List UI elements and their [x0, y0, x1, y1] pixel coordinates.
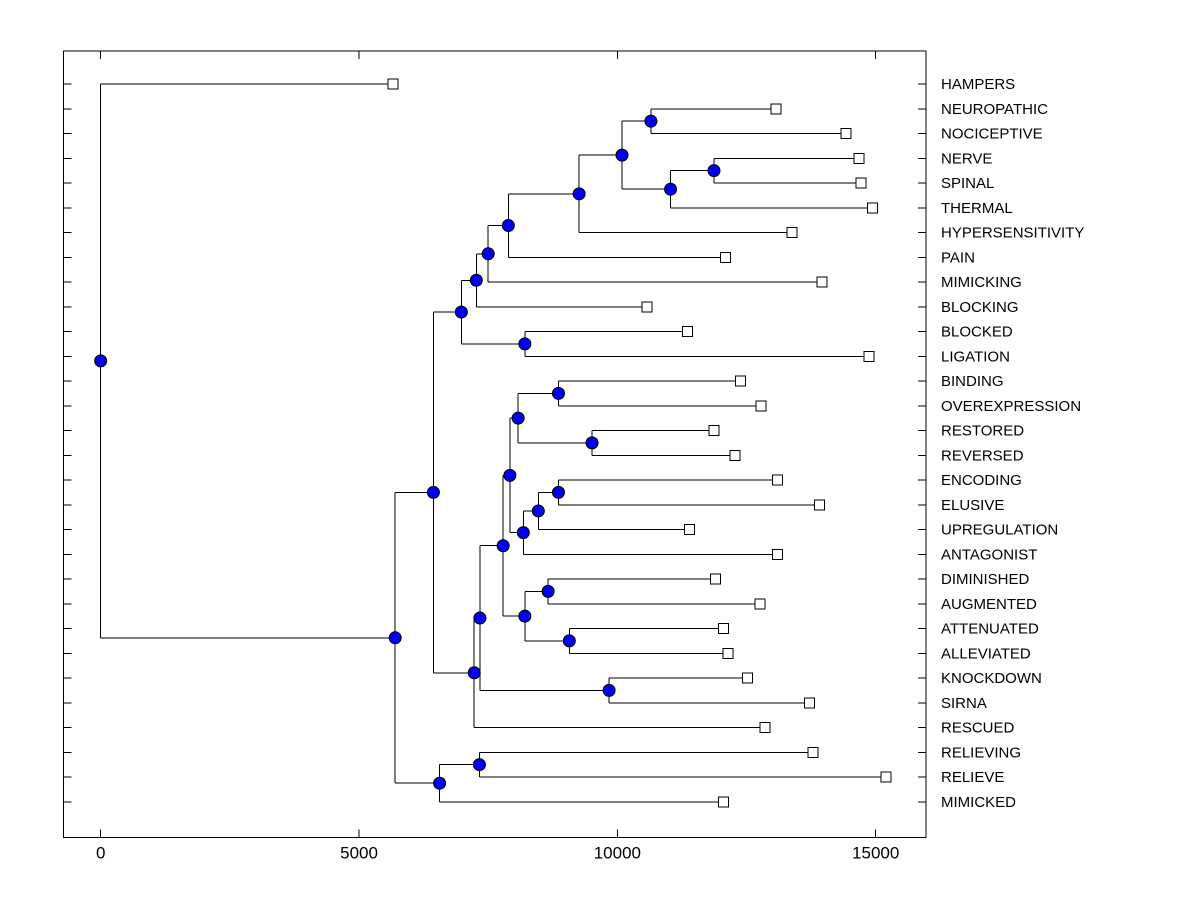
leaf-label[interactable]: MIMICKED	[941, 794, 1016, 811]
leaf-marker[interactable]	[684, 524, 696, 535]
leaf-label[interactable]: SPINAL	[941, 175, 994, 192]
leaf-marker[interactable]	[853, 152, 865, 164]
leaf-label[interactable]: ANTAGONIST	[941, 546, 1037, 563]
leaf-label[interactable]: NERVE	[941, 150, 992, 167]
leaf-label[interactable]: OVEREXPRESSION	[941, 398, 1081, 415]
leaf-label[interactable]: BLOCKING	[941, 299, 1019, 316]
branch-node-marker[interactable]	[551, 485, 565, 499]
leaf-marker[interactable]	[804, 697, 816, 709]
x-tick-label: 15000	[852, 844, 899, 863]
branch-node-marker[interactable]	[473, 611, 487, 625]
branch-node-marker[interactable]	[562, 634, 576, 648]
leaf-label[interactable]: REVERSED	[941, 447, 1024, 464]
x-tick-label: 0	[96, 844, 105, 863]
leaf-marker[interactable]	[867, 202, 879, 214]
leaf-marker[interactable]	[807, 746, 819, 758]
leaf-marker[interactable]	[759, 722, 771, 733]
leaf-marker[interactable]	[813, 499, 825, 511]
leaf-label[interactable]: DIMINISHED	[941, 571, 1030, 588]
leaf-marker[interactable]	[717, 796, 729, 808]
branch-node-marker[interactable]	[94, 354, 108, 368]
branch-node-marker[interactable]	[388, 631, 402, 645]
branch-node-marker[interactable]	[518, 609, 532, 623]
leaf-marker[interactable]	[880, 771, 892, 783]
branch-node-marker[interactable]	[615, 148, 629, 162]
leaf-marker[interactable]	[770, 103, 782, 115]
leaf-label[interactable]: MIMICKING	[941, 274, 1022, 291]
leaf-label[interactable]: NEUROPATHIC	[941, 101, 1048, 118]
leaf-label[interactable]: ELUSIVE	[941, 497, 1004, 514]
branch-node-marker[interactable]	[503, 468, 517, 482]
leaf-label[interactable]: UPREGULATION	[941, 522, 1058, 539]
leaf-label[interactable]: SIRNA	[941, 695, 987, 712]
leaf-marker[interactable]	[387, 78, 399, 90]
x-tick-label: 5000	[340, 844, 378, 863]
leaf-label[interactable]: KNOCKDOWN	[941, 670, 1042, 687]
branch-node-marker[interactable]	[469, 273, 483, 287]
branch-node-marker[interactable]	[707, 164, 721, 178]
leaf-label[interactable]: RESCUED	[941, 720, 1015, 737]
leaf-label[interactable]: ATTENUATED	[941, 621, 1039, 638]
branch-node-marker[interactable]	[511, 411, 525, 425]
leaf-label[interactable]: HAMPERS	[941, 76, 1015, 93]
leaf-label[interactable]: HYPERSENSITIVITY	[941, 225, 1084, 242]
branch-node-marker[interactable]	[516, 526, 530, 540]
leaf-marker[interactable]	[772, 474, 784, 486]
branch-node-marker[interactable]	[454, 305, 468, 319]
leaf-marker[interactable]	[840, 128, 852, 139]
branch-node-marker[interactable]	[481, 247, 495, 261]
leaf-label[interactable]: RELIEVING	[941, 744, 1021, 761]
leaf-marker[interactable]	[717, 623, 729, 634]
leaf-label[interactable]: ALLEVIATED	[941, 645, 1031, 662]
leaf-marker[interactable]	[708, 425, 720, 436]
x-tick-label: 10000	[594, 844, 641, 863]
leaf-marker[interactable]	[855, 177, 867, 189]
branch-node-marker[interactable]	[472, 758, 486, 772]
leaf-marker[interactable]	[754, 598, 766, 610]
leaf-label[interactable]: ENCODING	[941, 472, 1022, 489]
branch-node-marker[interactable]	[664, 182, 678, 196]
branch-node-marker[interactable]	[518, 337, 532, 351]
branch-node-marker[interactable]	[531, 504, 545, 518]
leaf-label[interactable]: BLOCKED	[941, 324, 1013, 341]
branch-node-marker[interactable]	[541, 584, 555, 598]
branch-node-marker[interactable]	[501, 219, 515, 233]
leaf-label[interactable]: THERMAL	[941, 200, 1013, 217]
leaf-marker[interactable]	[722, 647, 734, 659]
leaf-marker[interactable]	[719, 251, 731, 263]
leaf-label[interactable]: RELIEVE	[941, 769, 1004, 786]
leaf-marker[interactable]	[863, 350, 875, 362]
plot-box	[63, 50, 927, 838]
leaf-label[interactable]: RESTORED	[941, 423, 1024, 440]
branch-node-marker[interactable]	[426, 485, 440, 499]
leaf-marker[interactable]	[742, 672, 754, 684]
branch-node-marker[interactable]	[496, 539, 510, 553]
branch-node-marker[interactable]	[551, 386, 565, 400]
leaf-label[interactable]: AUGMENTED	[941, 596, 1037, 613]
leaf-label[interactable]: BINDING	[941, 373, 1004, 390]
leaf-marker[interactable]	[641, 301, 653, 313]
leaf-marker[interactable]	[816, 276, 828, 288]
leaf-marker[interactable]	[682, 326, 694, 337]
leaf-marker[interactable]	[710, 573, 722, 585]
leaf-marker[interactable]	[734, 375, 746, 387]
branch-node-marker[interactable]	[433, 776, 447, 790]
leaf-label[interactable]: LIGATION	[941, 348, 1010, 365]
leaf-label[interactable]: NOCICEPTIVE	[941, 126, 1043, 143]
leaf-marker[interactable]	[786, 227, 798, 238]
branch-node-marker[interactable]	[467, 666, 481, 680]
leaf-marker[interactable]	[729, 449, 741, 461]
branch-node-marker[interactable]	[572, 187, 586, 201]
branch-node-marker[interactable]	[644, 114, 658, 128]
leaf-marker[interactable]	[772, 548, 784, 560]
leaf-marker[interactable]	[755, 400, 767, 412]
branch-node-marker[interactable]	[602, 683, 616, 697]
branch-node-marker[interactable]	[585, 436, 599, 450]
leaf-label[interactable]: PAIN	[941, 249, 975, 266]
